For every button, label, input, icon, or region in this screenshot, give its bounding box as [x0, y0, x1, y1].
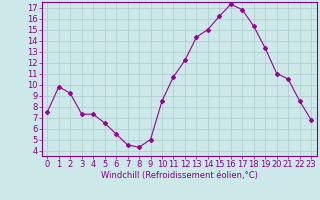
X-axis label: Windchill (Refroidissement éolien,°C): Windchill (Refroidissement éolien,°C) [101, 171, 258, 180]
